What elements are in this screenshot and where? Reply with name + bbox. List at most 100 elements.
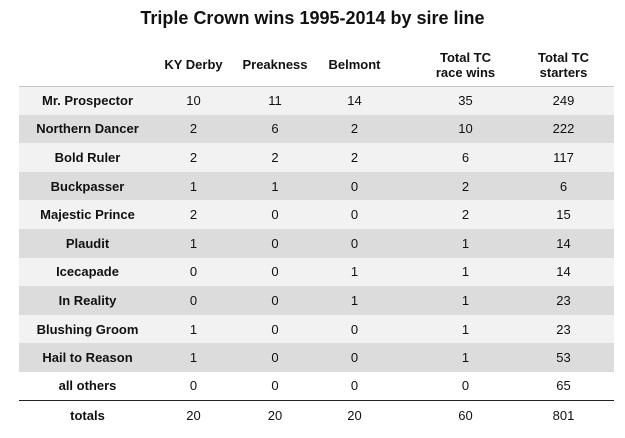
preakness-cell: 0	[231, 343, 319, 372]
ky-derby-cell: 1	[156, 314, 231, 344]
ky-derby-cell: 0	[156, 286, 231, 315]
totals-ky-derby: 20	[156, 400, 231, 430]
sire-line-cell: Mr. Prospector	[19, 85, 156, 115]
total-race-wins-cell: 0	[418, 371, 513, 402]
totals-belmont: 20	[319, 400, 390, 430]
sire-line-cell: Northern Dancer	[19, 114, 156, 144]
header-total-race-wins: Total TC race wins	[418, 44, 513, 86]
header-total-starters-line2: starters	[539, 64, 588, 80]
total-starters-cell: 222	[513, 114, 614, 144]
header-belmont: Belmont	[328, 57, 381, 73]
totals-total-starters: 801	[513, 400, 614, 430]
gap-cell	[390, 257, 418, 287]
preakness-cell: 0	[231, 228, 319, 258]
table-row: Icecapade 0 0 1 1 14	[19, 257, 614, 287]
table-row: Northern Dancer 2 6 2 10 222	[19, 114, 614, 144]
preakness-cell: 11	[231, 85, 319, 115]
header-row: KY Derby Preakness Belmont Total TC race…	[19, 44, 614, 86]
gap-cell	[390, 371, 418, 402]
header-total-race-wins-line2: race wins	[435, 64, 496, 80]
total-starters-cell: 117	[513, 143, 614, 172]
preakness-cell: 0	[231, 314, 319, 344]
ky-derby-cell: 1	[156, 171, 231, 201]
ky-derby-cell: 0	[156, 257, 231, 287]
preakness-cell: 0	[231, 200, 319, 229]
table-row: Mr. Prospector 10 11 14 35 249	[19, 85, 614, 115]
total-starters-cell: 14	[513, 257, 614, 287]
table-row: all others 0 0 0 0 65	[19, 371, 614, 402]
ky-derby-cell: 2	[156, 143, 231, 172]
table-row: In Reality 0 0 1 1 23	[19, 286, 614, 315]
sire-line-cell: In Reality	[19, 286, 156, 315]
belmont-cell: 0	[319, 314, 390, 344]
totals-label: totals	[19, 400, 156, 430]
table-row: Bold Ruler 2 2 2 6 117	[19, 143, 614, 172]
belmont-cell: 0	[319, 171, 390, 201]
sire-line-cell: all others	[19, 371, 156, 402]
preakness-cell: 2	[231, 143, 319, 172]
belmont-cell: 0	[319, 200, 390, 229]
gap-cell	[390, 228, 418, 258]
belmont-cell: 2	[319, 114, 390, 144]
ky-derby-cell: 10	[156, 85, 231, 115]
ky-derby-cell: 1	[156, 228, 231, 258]
total-race-wins-cell: 1	[418, 257, 513, 287]
gap-cell	[390, 143, 418, 172]
header-preakness: Preakness	[242, 57, 308, 73]
sire-line-cell: Blushing Groom	[19, 314, 156, 344]
table-title: Triple Crown wins 1995-2014 by sire line	[140, 8, 485, 28]
gap-cell	[390, 114, 418, 144]
belmont-cell: 2	[319, 143, 390, 172]
ky-derby-cell: 2	[156, 114, 231, 144]
total-race-wins-cell: 1	[418, 314, 513, 344]
total-race-wins-cell: 1	[418, 228, 513, 258]
total-race-wins-cell: 1	[418, 343, 513, 372]
total-race-wins-cell: 10	[418, 114, 513, 144]
sire-line-cell: Bold Ruler	[19, 143, 156, 172]
total-starters-cell: 249	[513, 85, 614, 115]
preakness-cell: 1	[231, 171, 319, 201]
totals-row: totals 20 20 20 60 801	[19, 400, 614, 430]
total-starters-cell: 53	[513, 343, 614, 372]
sire-line-cell: Icecapade	[19, 257, 156, 287]
header-ky-derby: KY Derby	[164, 57, 223, 73]
sire-line-cell: Plaudit	[19, 228, 156, 258]
total-race-wins-cell: 6	[418, 143, 513, 172]
preakness-cell: 0	[231, 257, 319, 287]
sire-line-cell: Majestic Prince	[19, 200, 156, 229]
gap-cell	[390, 200, 418, 229]
total-race-wins-cell: 2	[418, 200, 513, 229]
sire-line-table: KY Derby Preakness Belmont Total TC race…	[19, 44, 614, 430]
belmont-cell: 0	[319, 228, 390, 258]
total-starters-cell: 23	[513, 314, 614, 344]
header-sire-line	[19, 44, 156, 86]
total-starters-cell: 65	[513, 371, 614, 402]
ky-derby-cell: 0	[156, 371, 231, 402]
gap-cell	[390, 171, 418, 201]
sire-line-cell: Buckpasser	[19, 171, 156, 201]
total-starters-cell: 14	[513, 228, 614, 258]
gap-cell	[390, 314, 418, 344]
totals-preakness: 20	[231, 400, 319, 430]
totals-total-race-wins: 60	[418, 400, 513, 430]
total-starters-cell: 15	[513, 200, 614, 229]
table-row: Hail to Reason 1 0 0 1 53	[19, 343, 614, 372]
belmont-cell: 0	[319, 343, 390, 372]
preakness-cell: 0	[231, 286, 319, 315]
gap-cell	[390, 343, 418, 372]
preakness-cell: 0	[231, 371, 319, 402]
gap-cell	[390, 400, 418, 430]
total-race-wins-cell: 35	[418, 85, 513, 115]
header-total-race-wins-line1: Total TC	[439, 49, 492, 65]
gap-cell	[390, 286, 418, 315]
header-total-starters: Total TC starters	[513, 44, 614, 86]
belmont-cell: 1	[319, 257, 390, 287]
table-row: Majestic Prince 2 0 0 2 15	[19, 200, 614, 229]
belmont-cell: 1	[319, 286, 390, 315]
total-race-wins-cell: 2	[418, 171, 513, 201]
ky-derby-cell: 2	[156, 200, 231, 229]
total-starters-cell: 23	[513, 286, 614, 315]
sire-line-cell: Hail to Reason	[19, 343, 156, 372]
table-row: Blushing Groom 1 0 0 1 23	[19, 314, 614, 344]
table-row: Plaudit 1 0 0 1 14	[19, 228, 614, 258]
